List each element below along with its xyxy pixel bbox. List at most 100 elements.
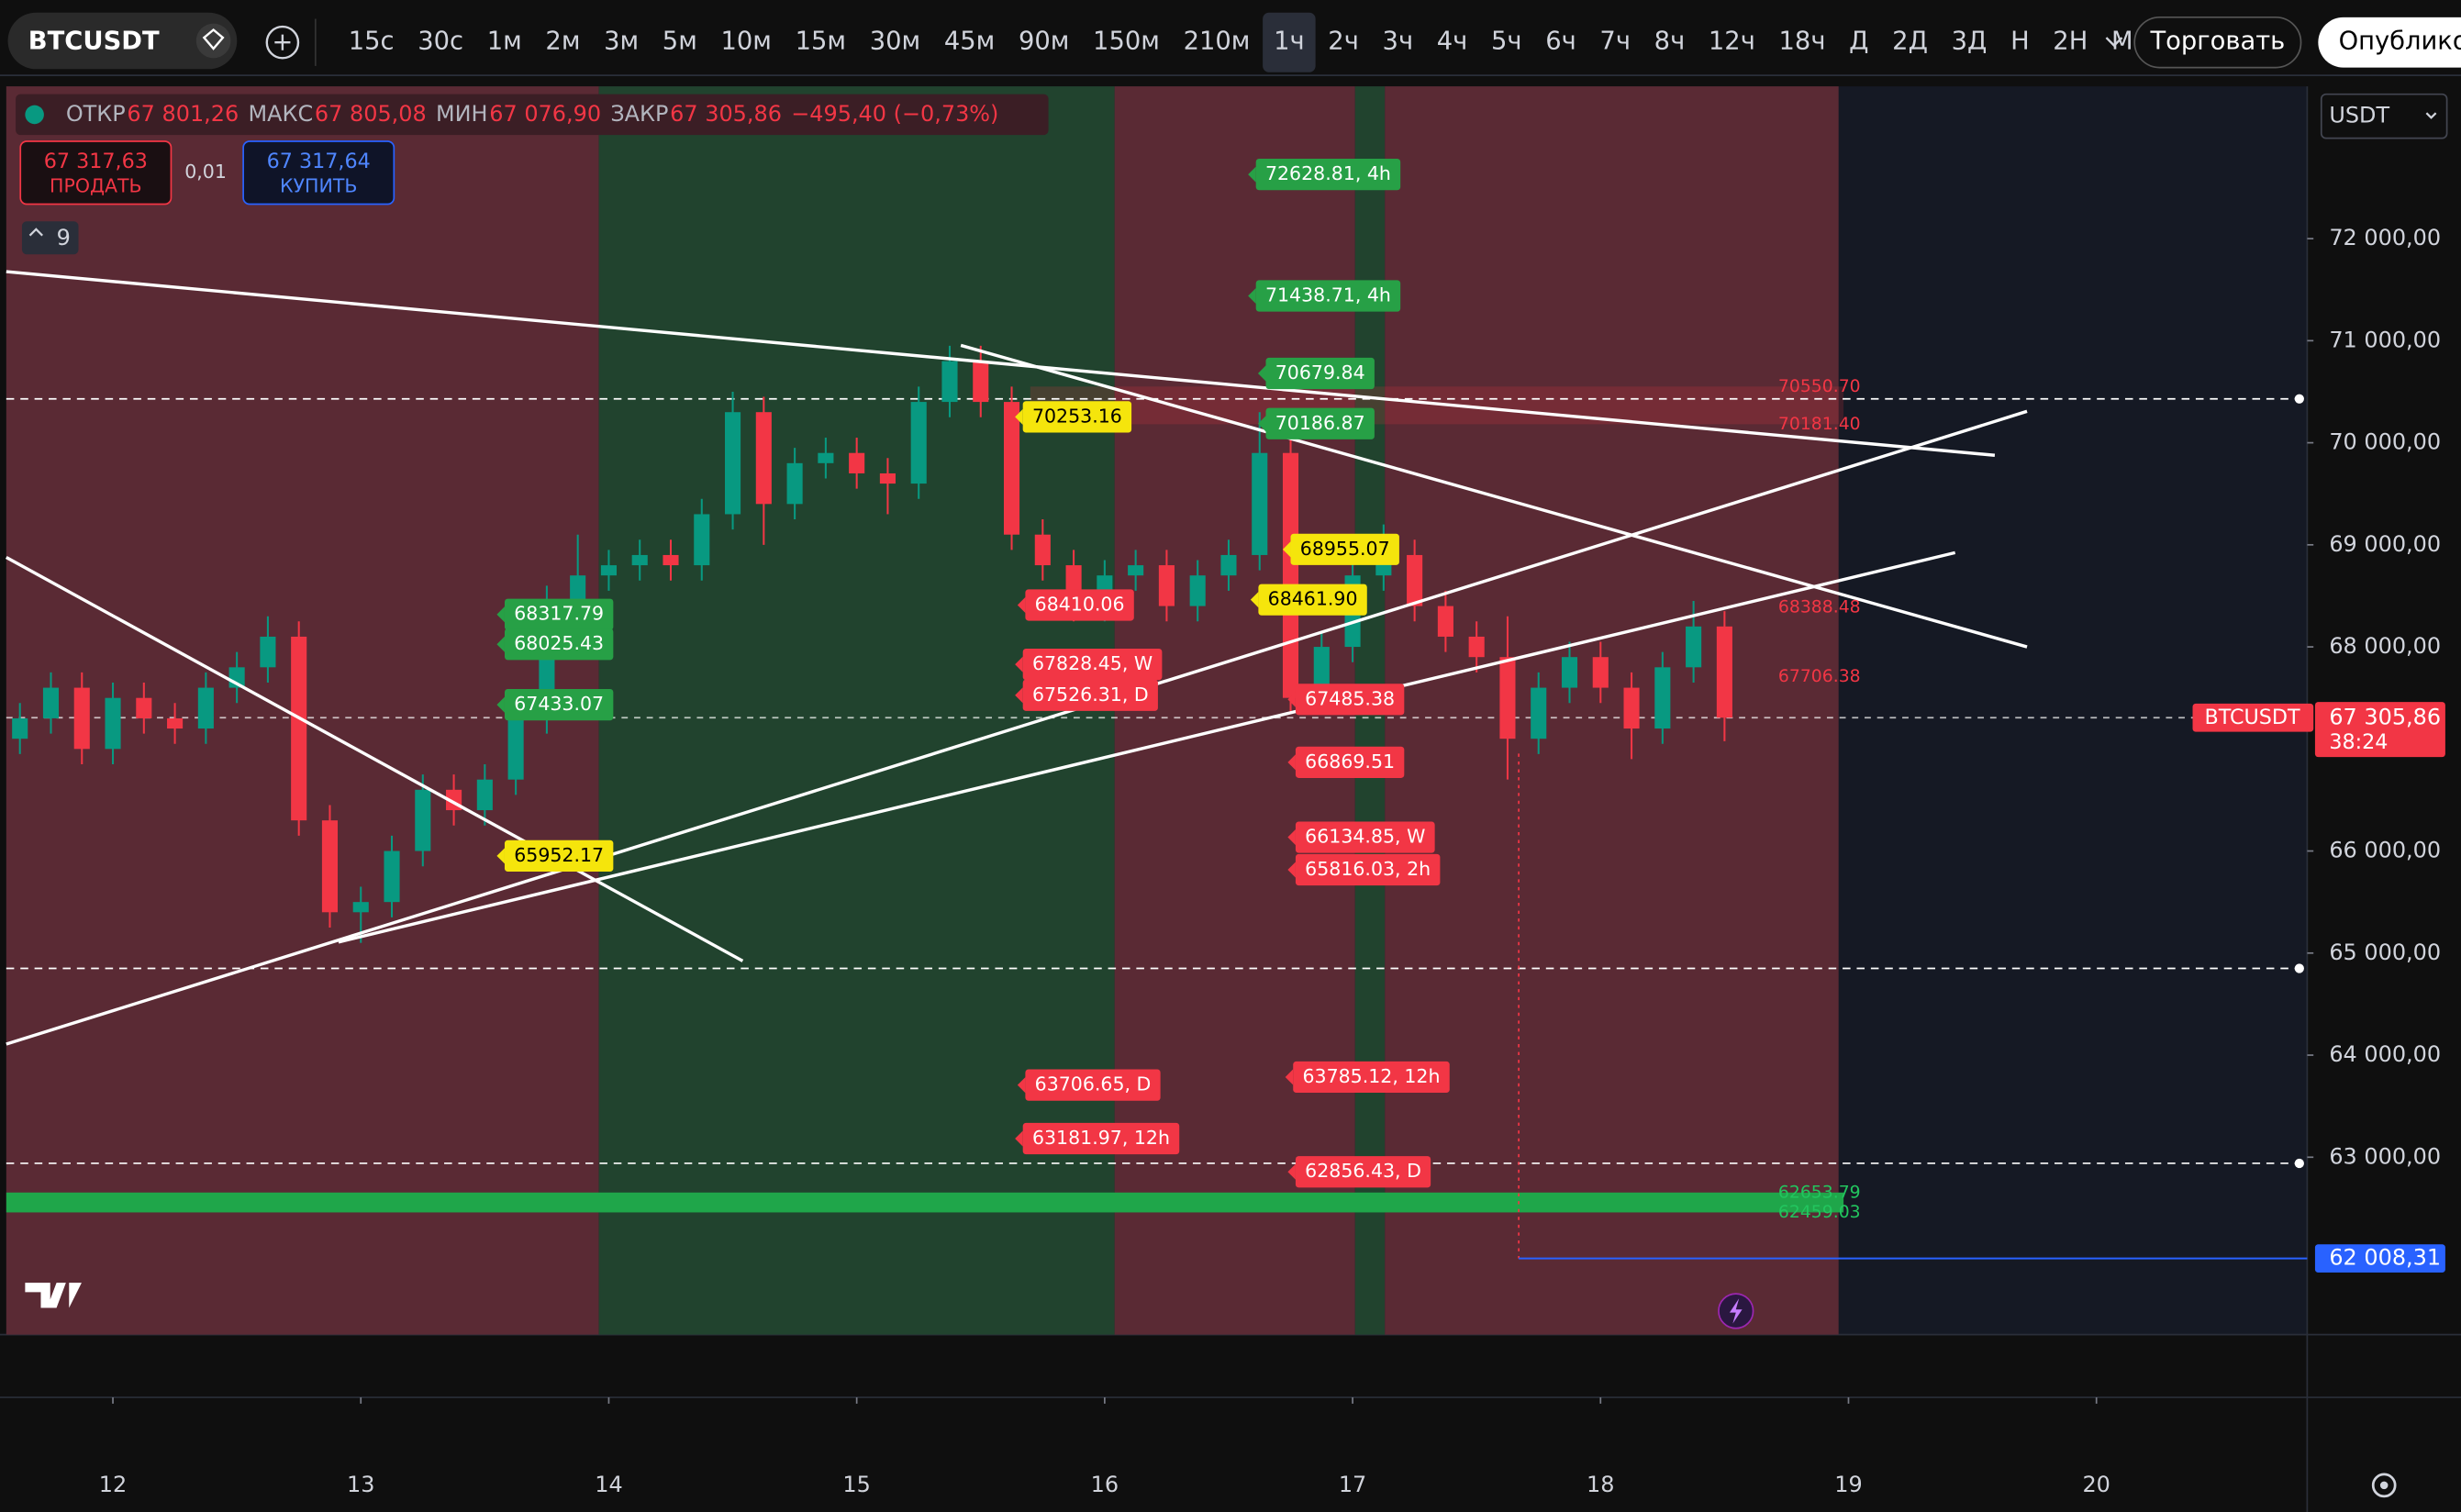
- candle-body: [1003, 402, 1020, 535]
- level-badge: [1022, 401, 1132, 433]
- sell-button[interactable]: [19, 140, 173, 206]
- legend-bg: [16, 94, 1049, 136]
- interval-button[interactable]: 3ч: [1383, 28, 1414, 56]
- level-badge-label: 68317.79: [514, 603, 604, 625]
- x-tick-label: 17: [1339, 1472, 1366, 1497]
- interval-button[interactable]: 15м: [796, 28, 846, 56]
- interval-button[interactable]: 1м: [487, 28, 522, 56]
- y-tick-label: 71 000,00: [2329, 327, 2441, 352]
- interval-button[interactable]: 210м: [1184, 28, 1251, 56]
- interval-button[interactable]: 2Н: [2053, 28, 2088, 56]
- interval-button[interactable]: 10м: [721, 28, 772, 56]
- zone: [1385, 86, 1839, 1335]
- add-compare[interactable]: [265, 25, 300, 60]
- interval-button[interactable]: 5м: [663, 28, 697, 56]
- buy-button[interactable]: [242, 140, 395, 206]
- badge-pointer: [1248, 287, 1256, 305]
- trendline: [6, 409, 2028, 1046]
- interval-button[interactable]: 2ч: [1328, 28, 1359, 56]
- candle-body: [1252, 452, 1268, 555]
- candle-body: [755, 412, 772, 505]
- candle-body: [694, 514, 710, 566]
- interval-button[interactable]: 1ч: [1274, 28, 1305, 56]
- legend-value: 67 076,90: [489, 101, 601, 127]
- badge-pointer: [1017, 596, 1026, 614]
- candle-body: [1561, 657, 1578, 688]
- y-tick-label: 65 000,00: [2329, 939, 2441, 965]
- level-badge-label: 67433.07: [514, 693, 604, 715]
- level-badge: [1290, 533, 1399, 565]
- dropdown-icon[interactable]: [2105, 37, 2123, 48]
- badge-pointer: [1287, 691, 1296, 707]
- symbol-button[interactable]: [7, 12, 238, 70]
- badge-pointer: [1015, 687, 1023, 704]
- badge-pointer: [496, 636, 505, 652]
- legend-value: 67 801,26: [127, 101, 239, 127]
- interval-button[interactable]: 30с: [418, 28, 463, 56]
- quantity: 0,01: [184, 161, 227, 183]
- badge-pointer: [1015, 656, 1023, 673]
- trade-button[interactable]: [2133, 16, 2302, 69]
- candle-body: [105, 697, 121, 750]
- line-handle: [2294, 963, 2304, 973]
- interval-button[interactable]: 30м: [870, 28, 920, 56]
- badge-pointer: [1015, 1130, 1023, 1147]
- badge-pointer: [1257, 416, 1266, 432]
- settings-icon: [2379, 1481, 2389, 1490]
- symbol: BTCUSDT: [28, 28, 160, 56]
- interval-button[interactable]: Н: [2010, 28, 2030, 56]
- publish-button[interactable]: [2318, 17, 2461, 68]
- sell-price: 67 317,63: [44, 150, 148, 173]
- candle-body: [724, 412, 741, 515]
- level-badge-label: 62856.43, D: [1305, 1160, 1421, 1182]
- settings-button[interactable]: [2371, 1473, 2397, 1498]
- y-tick-label: 63 000,00: [2329, 1143, 2441, 1169]
- level-badge-label: 65952.17: [514, 844, 604, 866]
- interval-button[interactable]: 2Д: [1892, 28, 1928, 56]
- level-badge-label: 63785.12, 12h: [1302, 1065, 1440, 1087]
- level-badge-label: 68955.07: [1300, 538, 1390, 560]
- interval-button[interactable]: 15с: [349, 28, 395, 56]
- interval-button[interactable]: 3м: [604, 28, 639, 56]
- candle-body: [1531, 687, 1547, 739]
- dropdown-icon: [2425, 112, 2437, 119]
- interval-button[interactable]: М: [2111, 28, 2133, 56]
- interval-button[interactable]: Д: [1849, 28, 1868, 56]
- candle-body: [136, 697, 152, 718]
- badge-pointer: [496, 848, 505, 864]
- x-tick-label: 15: [842, 1472, 870, 1497]
- interval-button[interactable]: 150м: [1093, 28, 1160, 56]
- candle-body: [12, 717, 28, 739]
- interval-button[interactable]: 7ч: [1599, 28, 1631, 56]
- diamond-icon: [202, 28, 225, 50]
- candle-body: [1437, 606, 1453, 637]
- level-badge: [1295, 821, 1435, 853]
- candle-body: [786, 462, 803, 505]
- interval-button[interactable]: 6ч: [1545, 28, 1576, 56]
- level-band: [1030, 386, 1844, 425]
- interval-button[interactable]: 12ч: [1709, 28, 1755, 56]
- legend-key: ЗАКР: [610, 101, 668, 127]
- candle-body: [291, 636, 307, 821]
- interval-button[interactable]: 4ч: [1437, 28, 1468, 56]
- level-label: 70550.70: [1778, 377, 1861, 396]
- interval-button[interactable]: 45м: [944, 28, 995, 56]
- overlay: BTCUSDT Торговать Опублико 67 317,63 ПРО…: [7, 12, 2461, 1498]
- badge-pointer: [1287, 828, 1296, 846]
- level-badge-label: 70186.87: [1275, 412, 1365, 434]
- level-badge: [504, 839, 614, 872]
- level-badge-label: 67828.45, W: [1032, 652, 1153, 674]
- candle-body: [1499, 657, 1516, 739]
- currency-select[interactable]: [2320, 93, 2448, 139]
- interval-button[interactable]: 3Д: [1952, 28, 1988, 56]
- interval-button[interactable]: 90м: [1019, 28, 1069, 56]
- interval-button[interactable]: 2м: [545, 28, 580, 56]
- badge-pointer: [496, 606, 505, 623]
- symbol-tag: [2192, 703, 2314, 732]
- lightning-icon: [1729, 1298, 1743, 1324]
- interval-button[interactable]: 18ч: [1779, 28, 1826, 56]
- level-badge: [1255, 280, 1401, 312]
- interval-button[interactable]: 8ч: [1654, 28, 1686, 56]
- interval-button[interactable]: 5ч: [1491, 28, 1522, 56]
